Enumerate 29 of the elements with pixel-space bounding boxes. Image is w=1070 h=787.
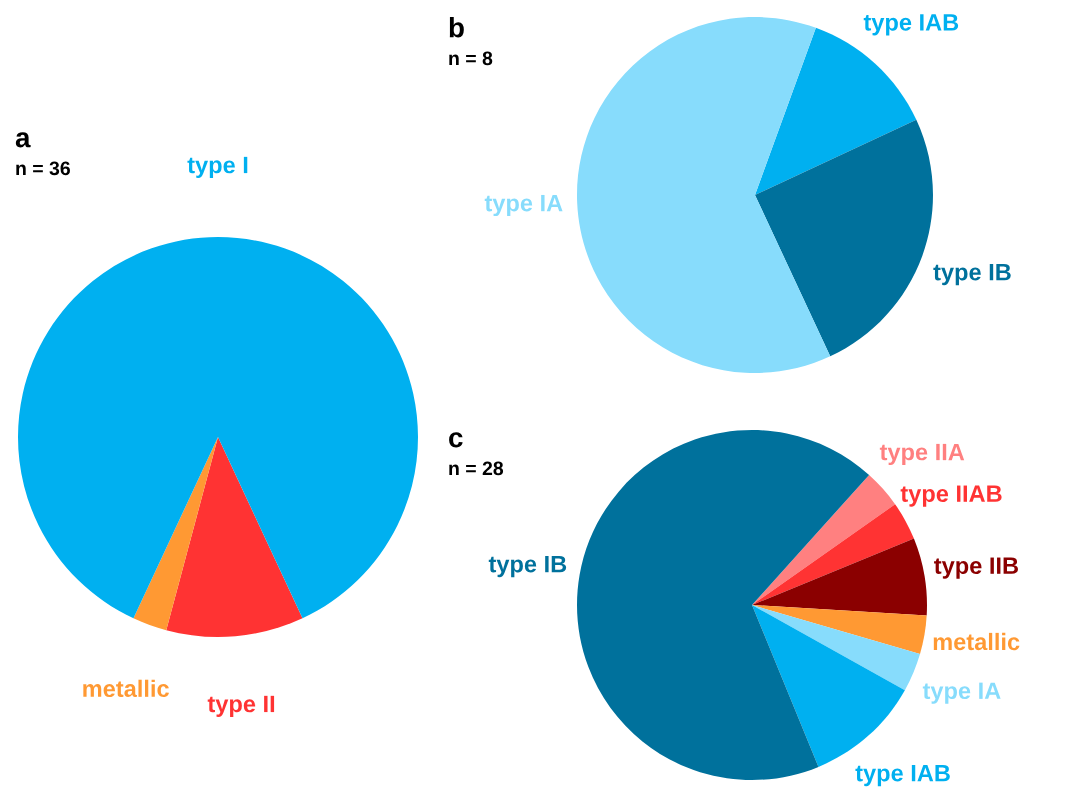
chart-subtitle: n = 36	[16, 161, 70, 176]
slice-label: type IAB	[855, 764, 950, 787]
chart-title: c	[449, 432, 463, 448]
pie-slice	[577, 17, 831, 373]
pie-slice	[752, 605, 920, 691]
pie-slice	[755, 119, 933, 357]
slice-label: type II	[207, 695, 275, 717]
pie-slice	[752, 474, 896, 605]
pie-slice	[752, 538, 927, 616]
pie-slice	[752, 605, 927, 655]
slice-label: type IB	[933, 264, 1011, 286]
pie-slice	[166, 437, 303, 637]
pie-slice	[133, 437, 218, 631]
slice-label: type IAB	[863, 14, 959, 36]
slice-label: metallic	[933, 632, 1020, 651]
slice-label: type IIAB	[900, 485, 1002, 507]
pie-slice	[18, 237, 418, 619]
slice-label: type IIB	[934, 557, 1018, 579]
pie-slice	[752, 605, 905, 767]
chart-title: a	[15, 132, 31, 148]
slice-label: type IA	[922, 682, 1001, 704]
slice-label: type IB	[488, 555, 567, 578]
text: n = 28	[449, 461, 504, 476]
slice-label: type IIA	[879, 443, 965, 466]
text: n = 8	[449, 51, 493, 66]
chart-title: b	[449, 17, 464, 38]
slice-label: type I	[187, 156, 248, 178]
slice-label: metallic	[83, 679, 169, 698]
slice-label: type IA	[484, 194, 563, 217]
